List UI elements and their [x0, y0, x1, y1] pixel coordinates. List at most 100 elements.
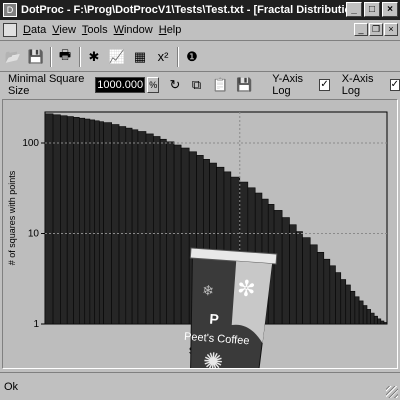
bar [125, 127, 133, 325]
bar [335, 272, 342, 325]
status-bar: Ok [0, 372, 400, 400]
menu-help-accel: H [158, 24, 167, 36]
menu-window-label: indow [123, 24, 153, 36]
bar [180, 147, 190, 325]
recalculate-icon[interactable]: ↻ [169, 77, 181, 92]
bar [153, 136, 161, 325]
snowflake-icon: ✺ [202, 348, 224, 368]
menu-help-label: elp [166, 24, 182, 36]
toolbar-separator [177, 46, 179, 67]
cup-highlight [231, 261, 273, 344]
bar [329, 265, 336, 325]
menu-tools[interactable]: Tools [82, 24, 108, 36]
bar [103, 122, 112, 325]
bar [354, 296, 360, 325]
resize-grip[interactable] [386, 386, 398, 398]
y-log-label: Y-Axis Log [272, 73, 304, 97]
menu-view-label: iew [59, 24, 76, 36]
bar [366, 309, 371, 325]
fractal-chart: 11010010 000 Square Size # of squares wi… [7, 111, 388, 400]
bar [370, 312, 375, 325]
maximize-button[interactable]: □ [364, 2, 380, 17]
cup-lid [189, 247, 278, 265]
bar [380, 320, 385, 325]
print-icon[interactable]: 🖶 [58, 46, 72, 62]
bar [118, 126, 127, 325]
bar [350, 290, 356, 325]
bar [358, 300, 364, 325]
toolbar-separator [50, 46, 52, 67]
app-icon[interactable]: D [3, 3, 17, 17]
x-log-label: X-Axis Log [341, 73, 374, 97]
y-tick-label: 100 [22, 138, 39, 149]
title-bar[interactable]: D DotProc - F:\Prog\DotProcV1\Tests\Test… [0, 0, 400, 20]
bar [52, 114, 61, 325]
menu-data-accel: D [23, 24, 31, 36]
options-bar: Minimal Square Size % ↻ ⧉ 📋 💾 Y-Axis Log… [0, 73, 400, 97]
menu-data-label: ata [30, 24, 47, 36]
menu-bar: Data View Tools Window Help _ ❐ × [0, 20, 400, 41]
bar [166, 141, 175, 325]
bar [60, 115, 68, 325]
y-log-checkbox[interactable]: ✓ [319, 79, 330, 91]
min-square-label: Minimal Square Size [8, 73, 85, 97]
bar [362, 305, 368, 325]
toolbar-separator [79, 46, 81, 67]
bar [84, 118, 91, 325]
menu-view[interactable]: View [52, 24, 76, 36]
menu-window[interactable]: Window [114, 24, 153, 36]
menu-tools-accel: T [81, 24, 88, 36]
min-square-input[interactable] [95, 77, 146, 93]
snowflake-icon: ❄ [202, 282, 215, 299]
bar [316, 251, 325, 325]
info-icon[interactable]: ❶ [186, 48, 198, 64]
bar [302, 237, 311, 325]
minimize-button[interactable]: _ [346, 2, 362, 17]
copy-icon[interactable]: ⧉ [191, 77, 202, 92]
menu-help[interactable]: Help [159, 24, 182, 36]
save-icon[interactable]: 💾 [27, 48, 45, 64]
image-icon[interactable]: ▦ [133, 48, 147, 64]
chart-panel: 11010010 000 Square Size # of squares wi… [2, 99, 398, 400]
folder-open-icon[interactable]: 📂 [4, 48, 22, 64]
mdi-controls: _ ❐ × [354, 23, 398, 36]
cup-brand-text: Peet's Coffee [184, 331, 250, 348]
bar [98, 121, 104, 325]
window-controls: _ □ × [346, 2, 398, 17]
bar [78, 117, 86, 325]
coffee-cup-image: ✼ ❄ ✺ ❅ P Peet's Coffee [184, 247, 278, 400]
bar [289, 224, 297, 325]
x-log-checkbox[interactable]: ✓ [389, 79, 400, 91]
paste-icon[interactable]: 📋 [212, 77, 229, 92]
bar [383, 322, 388, 325]
bar [94, 120, 100, 325]
function-icon[interactable]: x² [157, 49, 169, 64]
bar [173, 144, 182, 325]
bar [44, 113, 54, 325]
y-tick-label: 1 [33, 319, 39, 330]
status-text: Ok [4, 380, 19, 393]
bar [66, 116, 74, 325]
mdi-close-button[interactable]: × [384, 23, 398, 36]
bar [273, 210, 283, 325]
mdi-restore-button[interactable]: ❐ [369, 23, 383, 36]
window-title: DotProc - F:\Prog\DotProcV1\Tests\Test.t… [21, 4, 362, 16]
menu-window-accel: W [113, 24, 124, 36]
bar [345, 284, 351, 325]
chart-icon[interactable]: 📈 [108, 48, 126, 64]
menu-view-accel: V [52, 24, 60, 36]
mdi-minimize-button[interactable]: _ [354, 23, 368, 36]
bar [340, 279, 347, 325]
bar [145, 133, 154, 325]
bar [373, 315, 378, 325]
save-chart-icon[interactable]: 💾 [236, 77, 253, 92]
bar [89, 119, 96, 325]
y-tick-label: 10 [28, 228, 40, 239]
fractal-icon[interactable]: ✱ [88, 48, 100, 64]
cup-logo: P [209, 310, 219, 327]
close-button[interactable]: × [382, 2, 398, 17]
bar [309, 244, 318, 325]
menu-data[interactable]: Data [23, 24, 46, 36]
min-square-spin-button[interactable]: % [147, 77, 160, 93]
document-icon[interactable] [3, 23, 17, 37]
